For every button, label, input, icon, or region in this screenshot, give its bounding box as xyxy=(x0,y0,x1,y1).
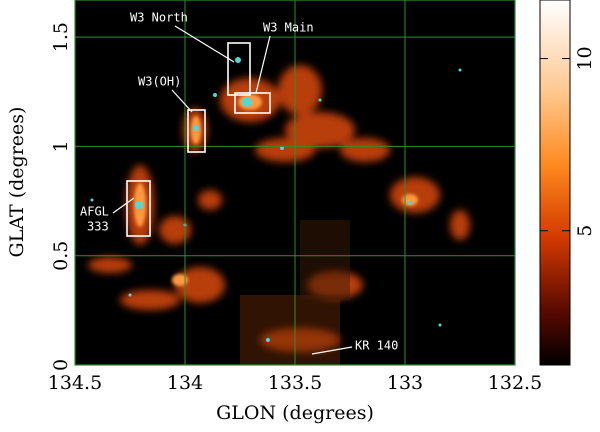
annotation: W3(OH) xyxy=(138,75,181,89)
annotation: W3 Main xyxy=(263,21,314,35)
plot-frame xyxy=(74,0,516,366)
leader-line xyxy=(171,89,193,113)
y-axis-label: GLAT (degrees) xyxy=(6,107,28,258)
region-box xyxy=(234,92,271,114)
x-tick-label: 134.5 xyxy=(48,372,102,394)
annotation: KR 140 xyxy=(355,339,398,353)
leader-line xyxy=(255,35,271,94)
leader-line xyxy=(174,25,235,63)
emission-map xyxy=(88,57,470,365)
annotation: AFGL xyxy=(80,205,109,219)
y-tick-label: 0.5 xyxy=(50,241,72,271)
leader-line xyxy=(112,197,135,214)
x-tick-label: 133.5 xyxy=(268,372,322,394)
region-box xyxy=(126,180,151,237)
x-tick-label: 133 xyxy=(387,372,423,394)
y-tick-label: 1.5 xyxy=(50,22,72,52)
annotations: W3 North W3 Main W3(OH) AFGL 333 KR 140 xyxy=(80,11,398,355)
leader-line xyxy=(311,346,353,355)
region-box xyxy=(187,109,206,153)
y-tick-label: 0 xyxy=(50,359,72,371)
x-axis-label: GLON (degrees) xyxy=(216,402,374,424)
y-tick-label: 1 xyxy=(50,140,72,152)
x-tick-label: 134 xyxy=(167,372,203,394)
annotation: W3 North xyxy=(130,11,188,25)
colorbar-tick-label: 10 xyxy=(574,46,596,70)
colorbar-tick-label: 5 xyxy=(574,225,596,237)
x-tick-label: 132.5 xyxy=(488,372,542,394)
annotation: 333 xyxy=(87,220,109,234)
colorbar xyxy=(539,0,571,366)
region-box xyxy=(227,42,251,96)
